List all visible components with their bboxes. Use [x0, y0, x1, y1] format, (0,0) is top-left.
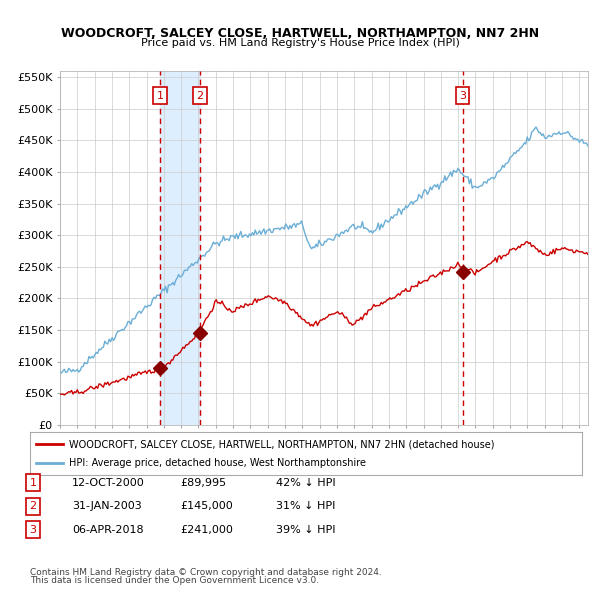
Text: 1: 1: [157, 91, 164, 100]
Text: 31% ↓ HPI: 31% ↓ HPI: [276, 502, 335, 511]
Text: Price paid vs. HM Land Registry's House Price Index (HPI): Price paid vs. HM Land Registry's House …: [140, 38, 460, 48]
Text: 06-APR-2018: 06-APR-2018: [72, 525, 143, 535]
Text: £145,000: £145,000: [180, 502, 233, 511]
Text: 3: 3: [29, 525, 37, 535]
Text: This data is licensed under the Open Government Licence v3.0.: This data is licensed under the Open Gov…: [30, 576, 319, 585]
Text: 31-JAN-2003: 31-JAN-2003: [72, 502, 142, 511]
Text: 3: 3: [459, 91, 466, 100]
Text: HPI: Average price, detached house, West Northamptonshire: HPI: Average price, detached house, West…: [68, 458, 365, 468]
Text: £241,000: £241,000: [180, 525, 233, 535]
Text: 39% ↓ HPI: 39% ↓ HPI: [276, 525, 335, 535]
Text: 42% ↓ HPI: 42% ↓ HPI: [276, 478, 335, 487]
Text: WOODCROFT, SALCEY CLOSE, HARTWELL, NORTHAMPTON, NN7 2HN (detached house): WOODCROFT, SALCEY CLOSE, HARTWELL, NORTH…: [68, 440, 494, 450]
Text: £89,995: £89,995: [180, 478, 226, 487]
Bar: [160, 71, 200, 425]
Text: WOODCROFT, SALCEY CLOSE, HARTWELL, NORTHAMPTON, NN7 2HN: WOODCROFT, SALCEY CLOSE, HARTWELL, NORTH…: [61, 27, 539, 40]
Text: 12-OCT-2000: 12-OCT-2000: [72, 478, 145, 487]
Text: 1: 1: [29, 478, 37, 487]
Text: Contains HM Land Registry data © Crown copyright and database right 2024.: Contains HM Land Registry data © Crown c…: [30, 568, 382, 577]
Text: 2: 2: [29, 502, 37, 511]
Text: 2: 2: [196, 91, 203, 100]
